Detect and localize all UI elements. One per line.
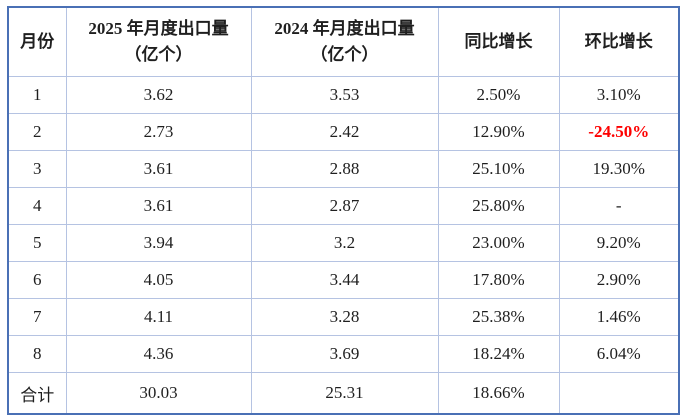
table-cell: 12.90% bbox=[437, 113, 560, 151]
table-row: 7 4.11 3.28 25.38% 1.46% bbox=[7, 298, 680, 336]
table-cell: 2.42 bbox=[250, 113, 439, 151]
table-cell: 25.38% bbox=[437, 298, 560, 336]
table-cell: 合计 bbox=[7, 372, 67, 415]
table-cell: 1.46% bbox=[558, 298, 680, 336]
table-row: 6 4.05 3.44 17.80% 2.90% bbox=[7, 261, 680, 299]
table-row: 3 3.61 2.88 25.10% 19.30% bbox=[7, 150, 680, 188]
column-header-line1: 同比增长 bbox=[464, 31, 533, 51]
table-cell: 3.10% bbox=[558, 76, 680, 114]
column-header-line1: 环比增长 bbox=[584, 31, 653, 51]
table-cell: 3.44 bbox=[250, 261, 439, 299]
column-header-line1: 2024 年月度出口量 bbox=[274, 18, 415, 38]
table-cell: 17.80% bbox=[437, 261, 560, 299]
table-cell: 8 bbox=[7, 335, 67, 373]
table-row: 1 3.62 3.53 2.50% 3.10% bbox=[7, 76, 680, 114]
monthly-export-table: 月份 2025 年月度出口量 （亿个） 2024 年月度出口量 （亿个） 同比增长 环比增长… bbox=[7, 6, 680, 415]
table-cell: 25.80% bbox=[437, 187, 560, 225]
table-cell: 3.94 bbox=[65, 224, 252, 262]
table-cell: 5 bbox=[7, 224, 67, 262]
table-cell bbox=[558, 372, 680, 415]
table-header: 月份 2025 年月度出口量 （亿个） 2024 年月度出口量 （亿个） 同比增长 环比增长 bbox=[7, 6, 680, 77]
table-row-total: 合计 30.03 25.31 18.66% bbox=[7, 372, 680, 415]
table-row: 4 3.61 2.87 25.80% - bbox=[7, 187, 680, 225]
table-cell: 3.69 bbox=[250, 335, 439, 373]
column-header-line1: 2025 年月度出口量 bbox=[88, 18, 229, 38]
column-header: 2024 年月度出口量 （亿个） bbox=[250, 6, 439, 77]
column-header: 同比增长 bbox=[437, 6, 560, 77]
table-cell: -24.50% bbox=[558, 113, 680, 151]
column-header: 2025 年月度出口量 （亿个） bbox=[65, 6, 252, 77]
table-cell: 4 bbox=[7, 187, 67, 225]
table-cell: 2 bbox=[7, 113, 67, 151]
table-cell: 1 bbox=[7, 76, 67, 114]
column-header: 月份 bbox=[7, 6, 67, 77]
table-cell: 18.24% bbox=[437, 335, 560, 373]
table-cell: 19.30% bbox=[558, 150, 680, 188]
table-cell: 3 bbox=[7, 150, 67, 188]
table-cell: 4.36 bbox=[65, 335, 252, 373]
column-header-line2: （亿个） bbox=[310, 45, 379, 64]
table-cell: 6.04% bbox=[558, 335, 680, 373]
column-header: 环比增长 bbox=[558, 6, 680, 77]
table-cell: 23.00% bbox=[437, 224, 560, 262]
column-header-line1: 月份 bbox=[20, 31, 55, 51]
table-row: 5 3.94 3.2 23.00% 9.20% bbox=[7, 224, 680, 262]
table-cell: 2.88 bbox=[250, 150, 439, 188]
table-cell: 2.50% bbox=[437, 76, 560, 114]
table-row: 2 2.73 2.42 12.90% -24.50% bbox=[7, 113, 680, 151]
table-cell: 9.20% bbox=[558, 224, 680, 262]
table-cell: 4.05 bbox=[65, 261, 252, 299]
table-row: 8 4.36 3.69 18.24% 6.04% bbox=[7, 335, 680, 373]
table-cell: 3.61 bbox=[65, 187, 252, 225]
table-cell: 4.11 bbox=[65, 298, 252, 336]
table-cell: 25.10% bbox=[437, 150, 560, 188]
table-cell: 25.31 bbox=[250, 372, 439, 415]
table-cell: 2.87 bbox=[250, 187, 439, 225]
table-cell: 3.62 bbox=[65, 76, 252, 114]
column-header-line2: （亿个） bbox=[124, 45, 193, 64]
table-cell: 7 bbox=[7, 298, 67, 336]
table-cell: 30.03 bbox=[65, 372, 252, 415]
table-cell: 6 bbox=[7, 261, 67, 299]
table-cell: 3.28 bbox=[250, 298, 439, 336]
table-cell: - bbox=[558, 187, 680, 225]
table-cell: 18.66% bbox=[437, 372, 560, 415]
table-cell: 2.73 bbox=[65, 113, 252, 151]
table-body: 1 3.62 3.53 2.50% 3.10% 2 2.73 2.42 12.90% -24.50… bbox=[7, 76, 680, 415]
table-cell: 2.90% bbox=[558, 261, 680, 299]
table-header-row: 月份 2025 年月度出口量 （亿个） 2024 年月度出口量 （亿个） 同比增长 环比增长 bbox=[7, 6, 680, 77]
table-cell: 3.53 bbox=[250, 76, 439, 114]
table-cell: 3.2 bbox=[250, 224, 439, 262]
table-cell: 3.61 bbox=[65, 150, 252, 188]
